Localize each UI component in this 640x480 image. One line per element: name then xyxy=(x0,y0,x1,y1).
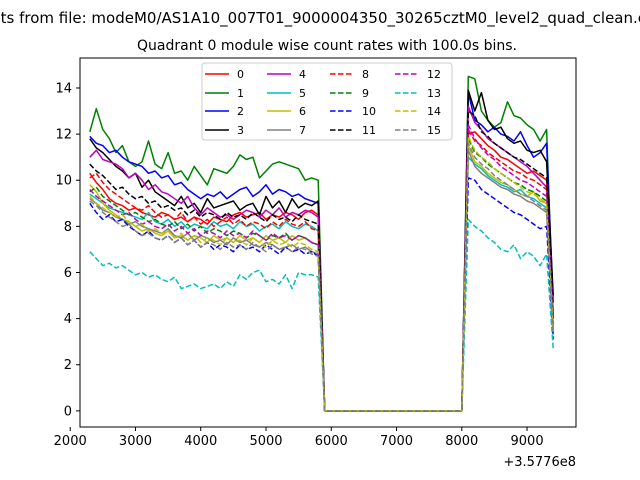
y-tick-label: 2 xyxy=(64,358,72,373)
x-axis-offset-label: +3.5776e8 xyxy=(503,455,576,470)
x-tick-label: 2000 xyxy=(54,434,87,449)
plot-lines xyxy=(89,75,554,412)
x-axis: 2000 3000 4000 5000 6000 7000 8000 9000 xyxy=(54,427,544,449)
y-tick-label: 6 xyxy=(64,266,72,281)
legend-label-4: 4 xyxy=(299,68,306,81)
legend-label-9: 9 xyxy=(362,87,369,100)
y-tick-label: 8 xyxy=(64,220,72,235)
x-tick-label: 7000 xyxy=(380,434,413,449)
legend-label-3: 3 xyxy=(237,124,244,137)
x-tick-label: 6000 xyxy=(315,434,348,449)
legend-label-2: 2 xyxy=(237,105,244,118)
legend-label-15: 15 xyxy=(427,124,441,137)
y-tick-label: 4 xyxy=(64,312,72,327)
legend-label-1: 1 xyxy=(237,87,244,100)
legend-label-0: 0 xyxy=(237,68,244,81)
x-tick-label: 9000 xyxy=(511,434,544,449)
series-line-14 xyxy=(89,135,554,412)
chart-title: Quadrant 0 module wise count rates with … xyxy=(137,38,517,54)
legend-label-10: 10 xyxy=(362,105,376,118)
y-tick-label: 10 xyxy=(55,174,72,189)
legend-label-13: 13 xyxy=(427,87,441,100)
x-tick-label: 8000 xyxy=(445,434,478,449)
series-line-4 xyxy=(89,105,554,412)
axes-frame xyxy=(79,57,577,428)
series-line-12 xyxy=(89,124,554,412)
figure-suptitle: Plots from file: modeM0/AS1A10_007T01_90… xyxy=(0,9,640,28)
legend-label-12: 12 xyxy=(427,68,441,81)
series-line-15 xyxy=(89,142,554,412)
y-tick-label: 14 xyxy=(55,81,72,96)
x-tick-label: 5000 xyxy=(249,434,282,449)
y-tick-label: 0 xyxy=(64,404,72,419)
legend-label-8: 8 xyxy=(362,68,369,81)
legend-label-11: 11 xyxy=(362,124,376,137)
x-tick-label: 3000 xyxy=(119,434,152,449)
legend-label-14: 14 xyxy=(427,105,441,118)
y-tick-label: 12 xyxy=(55,128,72,143)
legend-frame xyxy=(201,62,453,141)
x-tick-label: 4000 xyxy=(184,434,217,449)
legend-label-7: 7 xyxy=(299,124,306,137)
legend-label-5: 5 xyxy=(299,87,306,100)
y-axis: 0 2 4 6 8 10 12 14 xyxy=(55,81,80,419)
series-line-11 xyxy=(89,110,554,412)
legend-label-6: 6 xyxy=(299,105,306,118)
